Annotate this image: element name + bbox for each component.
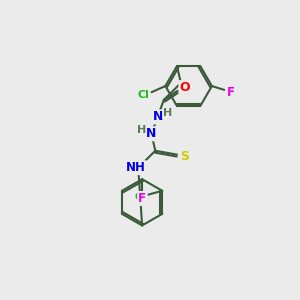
Text: Cl: Cl	[135, 192, 146, 202]
Text: Cl: Cl	[138, 90, 150, 100]
Text: S: S	[180, 150, 189, 163]
Text: O: O	[179, 81, 190, 94]
Text: F: F	[138, 192, 146, 205]
Text: H: H	[137, 125, 146, 135]
Text: N: N	[146, 127, 157, 140]
Text: N: N	[152, 110, 163, 123]
Text: F: F	[227, 86, 235, 99]
Text: H: H	[163, 108, 172, 118]
Text: NH: NH	[126, 161, 146, 174]
